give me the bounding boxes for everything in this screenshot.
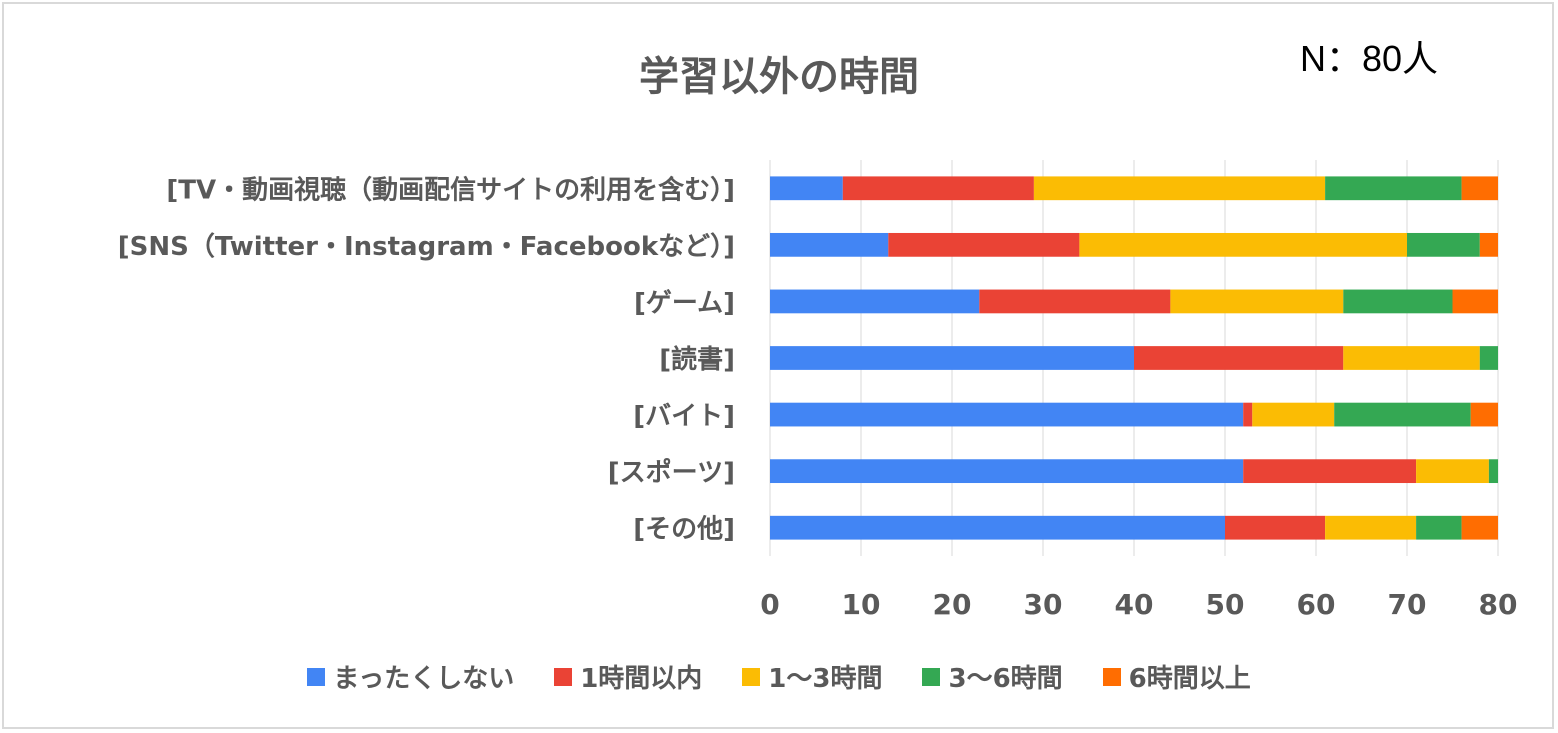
legend-label: 1〜3時間 bbox=[768, 664, 883, 694]
x-tick-label: 70 bbox=[1388, 588, 1427, 621]
bar-segment bbox=[770, 515, 1225, 540]
bar-segment bbox=[1479, 232, 1498, 257]
category-labels: [TV・動画視聴（動画配信サイトの利用を含む）] [SNS（Twitter・Ins… bbox=[118, 174, 735, 544]
bar-segment bbox=[770, 459, 1244, 484]
category-label: [SNS（Twitter・Instagram・Facebookなど）] bbox=[118, 232, 735, 262]
bars bbox=[770, 176, 1498, 540]
legend-item: 3〜6時間 bbox=[922, 658, 1063, 695]
bar-segment bbox=[1488, 459, 1498, 484]
bar-segment bbox=[888, 232, 1080, 257]
category-label: [その他] bbox=[633, 515, 735, 545]
bar-segment bbox=[1343, 289, 1453, 314]
legend-swatch bbox=[922, 667, 941, 686]
bar-segment bbox=[1479, 346, 1498, 370]
bar-segment bbox=[1243, 402, 1253, 427]
x-tick-labels: 0 10 20 30 40 50 60 70 80 bbox=[760, 588, 1517, 621]
legend-label: まったくしない bbox=[333, 664, 515, 694]
x-tick-label: 10 bbox=[842, 588, 881, 621]
bar-segment bbox=[842, 176, 1034, 201]
bar-segment bbox=[979, 289, 1171, 314]
bar-segment bbox=[1170, 289, 1344, 314]
bar-segment bbox=[1079, 232, 1407, 257]
category-label: [読書] bbox=[659, 344, 735, 375]
legend-item: 6時間以上 bbox=[1102, 658, 1251, 695]
legend-swatch bbox=[307, 667, 326, 686]
bar-segment bbox=[1243, 459, 1417, 484]
bar-segment bbox=[1343, 346, 1480, 370]
category-label: [ゲーム] bbox=[634, 288, 735, 318]
chart-title: 学習以外の時間 bbox=[639, 54, 919, 100]
legend-swatch bbox=[554, 667, 573, 686]
bar-segment bbox=[1033, 176, 1326, 201]
bar-segment bbox=[770, 346, 1134, 370]
bar-segment bbox=[1225, 515, 1326, 540]
legend-item: 1時間以内 bbox=[554, 658, 702, 695]
bar-segment bbox=[1252, 402, 1335, 427]
legend-item: 1〜3時間 bbox=[742, 658, 882, 695]
bar-segment bbox=[1461, 515, 1498, 540]
legend-item: まったくしない bbox=[307, 658, 514, 695]
bar-segment bbox=[1334, 402, 1471, 427]
bar-segment bbox=[770, 289, 980, 314]
bar-segment bbox=[770, 176, 843, 201]
x-tick-label: 80 bbox=[1479, 588, 1518, 621]
bar-segment bbox=[1461, 176, 1498, 201]
x-tick-label: 0 bbox=[760, 588, 779, 621]
x-tick-label: 50 bbox=[1206, 588, 1245, 621]
category-label: [TV・動画視聴（動画配信サイトの利用を含む）] bbox=[166, 174, 735, 205]
bar-segment bbox=[1325, 515, 1417, 540]
legend-swatch bbox=[742, 667, 761, 686]
legend-swatch bbox=[1102, 667, 1121, 686]
x-tick-label: 40 bbox=[1115, 588, 1154, 621]
sample-size-annotation: N：80人 bbox=[1300, 38, 1439, 79]
bar-segment bbox=[1416, 515, 1462, 540]
x-tick-label: 20 bbox=[933, 588, 972, 621]
category-label: [スポーツ] bbox=[608, 457, 735, 488]
category-label: [バイト] bbox=[633, 402, 735, 432]
bar-segment bbox=[1407, 232, 1480, 257]
legend-label: 6時間以上 bbox=[1128, 664, 1251, 694]
legend: まったくしない 1時間以内 1〜3時間 3〜6時間 6時間以上 bbox=[0, 658, 1558, 695]
bar-segment bbox=[770, 232, 889, 257]
bar-segment bbox=[1470, 402, 1498, 427]
bar-segment bbox=[1134, 346, 1344, 370]
bar-segment bbox=[1416, 459, 1489, 484]
bar-segment bbox=[1325, 176, 1462, 201]
bar-segment bbox=[770, 402, 1244, 427]
legend-label: 1時間以内 bbox=[580, 664, 703, 694]
bar-segment bbox=[1452, 289, 1498, 314]
x-tick-label: 60 bbox=[1297, 588, 1336, 621]
x-tick-label: 30 bbox=[1024, 588, 1063, 621]
legend-label: 3〜6時間 bbox=[948, 664, 1063, 694]
